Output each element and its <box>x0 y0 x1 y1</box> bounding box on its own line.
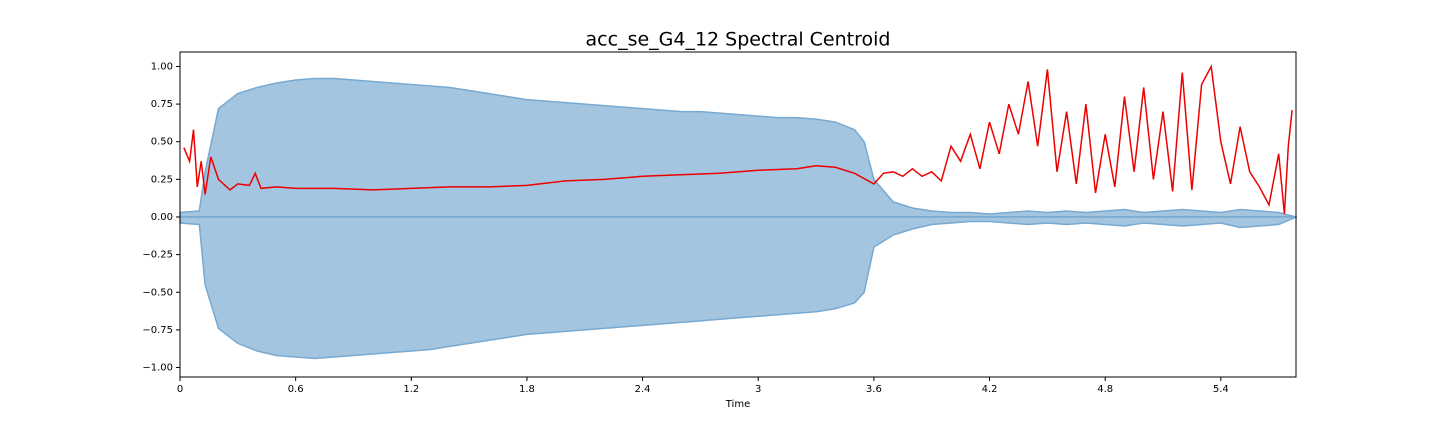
centroid-line <box>183 64 1293 215</box>
y-tick-label: −0.25 <box>142 250 173 261</box>
chart-title: acc_se_G4_12 Spectral Centroid <box>586 29 891 51</box>
x-tick-label: 4.8 <box>1097 384 1113 395</box>
y-tick-label: 0.75 <box>151 99 173 110</box>
x-tick-label: 4.2 <box>982 384 998 395</box>
x-tick-label: 0 <box>177 384 183 395</box>
y-tick-label: −0.50 <box>142 287 173 298</box>
y-tick-label: −1.00 <box>142 363 173 374</box>
x-tick-label: 0.6 <box>288 384 304 395</box>
x-axis-label: Time <box>725 399 750 410</box>
y-tick-label: 0.00 <box>151 212 173 223</box>
y-tick-label: 1.00 <box>151 61 173 72</box>
x-tick-label: 5.4 <box>1213 384 1229 395</box>
x-tick-label: 2.4 <box>635 384 651 395</box>
y-tick-label: −0.75 <box>142 325 173 336</box>
y-tick-label: 0.25 <box>151 174 173 185</box>
plot-frame <box>179 51 1297 378</box>
y-tick-label: 0.50 <box>151 137 173 148</box>
x-tick-label: 3.6 <box>866 384 882 395</box>
x-tick-label: 1.8 <box>519 384 535 395</box>
x-tick-label: 1.2 <box>403 384 419 395</box>
waveform-upper <box>179 77 1297 218</box>
waveform-lower <box>179 216 1297 360</box>
x-tick-label: 3 <box>755 384 761 395</box>
